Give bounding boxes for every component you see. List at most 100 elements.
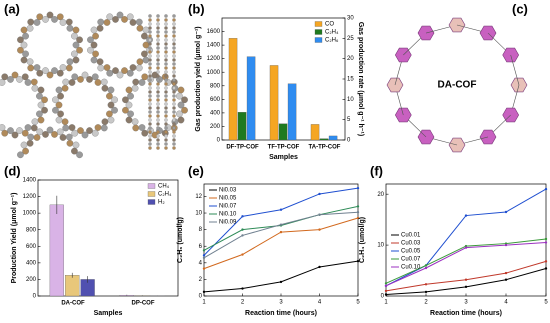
legend-label: H₂ [158,200,165,206]
atom [172,54,176,58]
point [318,192,321,196]
point [464,246,468,249]
y-axis-label: C₂H₆ (umol/g) [177,217,184,263]
atom [55,86,63,94]
atom [164,74,168,78]
point [504,243,508,247]
legend-swatch [314,29,323,35]
atom [37,86,45,94]
y-axis-label: Production Yield (μmol g⁻¹) [11,193,18,284]
atom [72,141,80,149]
y-tick-label: 1200 [207,56,221,62]
atom [46,11,54,19]
atom [164,114,168,118]
atom [148,78,152,82]
point [384,289,388,293]
atom [106,92,113,100]
legend-label: Cu0.07 [401,257,421,263]
bond [510,54,520,86]
atom [164,50,168,54]
atom [106,13,114,21]
legend-label: Ni0.07 [219,204,237,210]
atom [172,98,176,102]
point [356,259,360,263]
atom [65,64,73,72]
atom [148,22,152,26]
y-tick-label: 400 [210,110,221,116]
atom [42,16,49,23]
y2-tick-label: 25 [347,36,354,42]
atom [141,73,149,81]
atom [7,127,14,134]
atom [17,46,24,54]
atom [11,71,19,79]
bar [278,123,288,141]
x-tick-label: 1 [384,300,388,306]
point [241,228,244,231]
atom [55,101,63,109]
atom [126,13,134,21]
legend-label: Cu0.05 [401,249,421,255]
point [279,223,283,226]
atom [164,94,168,98]
point [202,267,206,270]
atom [51,131,58,138]
point [384,282,388,285]
atom [20,26,28,34]
atom [100,78,108,86]
y-tick-label: 8 [199,227,203,233]
atom [164,18,168,22]
atom [37,101,45,109]
plot-frame [37,179,179,297]
point [356,211,360,214]
atom [72,26,80,34]
atom [135,18,143,26]
atom [172,30,176,34]
atom [156,54,160,58]
atom [16,127,23,134]
atom [148,58,152,62]
atom [91,73,99,81]
atom [87,46,94,54]
x-tick-label: 3 [464,300,468,306]
x-axis-label: Reaction time (hours) [245,310,317,317]
atom [125,86,133,94]
point [241,234,244,237]
y-tick-label: 2 [199,277,203,283]
atom [156,110,160,114]
atom [156,14,160,18]
atom [0,79,6,86]
atom [164,98,168,102]
atom [132,124,140,132]
atom [172,82,176,86]
atom [177,116,185,124]
atom [71,32,78,40]
atom [164,34,168,38]
atom [24,79,32,86]
atom [33,64,41,71]
atom [91,129,99,137]
atom [27,133,35,141]
point [241,253,244,256]
atom [52,96,59,104]
atom [107,116,115,124]
atom [116,71,124,79]
atom [101,84,109,92]
atom [112,67,119,74]
atom [156,138,160,142]
atom [94,124,102,131]
atom [176,110,183,118]
atom [20,56,28,64]
atom [132,78,140,86]
atom [100,124,108,132]
point [424,290,428,294]
point [504,271,508,275]
atom [172,142,176,146]
atom [172,122,176,126]
y2-tick-label: 0 [347,138,351,144]
atom [42,67,49,74]
panel-label: (c) [512,1,528,16]
bar [228,38,238,141]
atom [172,114,176,118]
